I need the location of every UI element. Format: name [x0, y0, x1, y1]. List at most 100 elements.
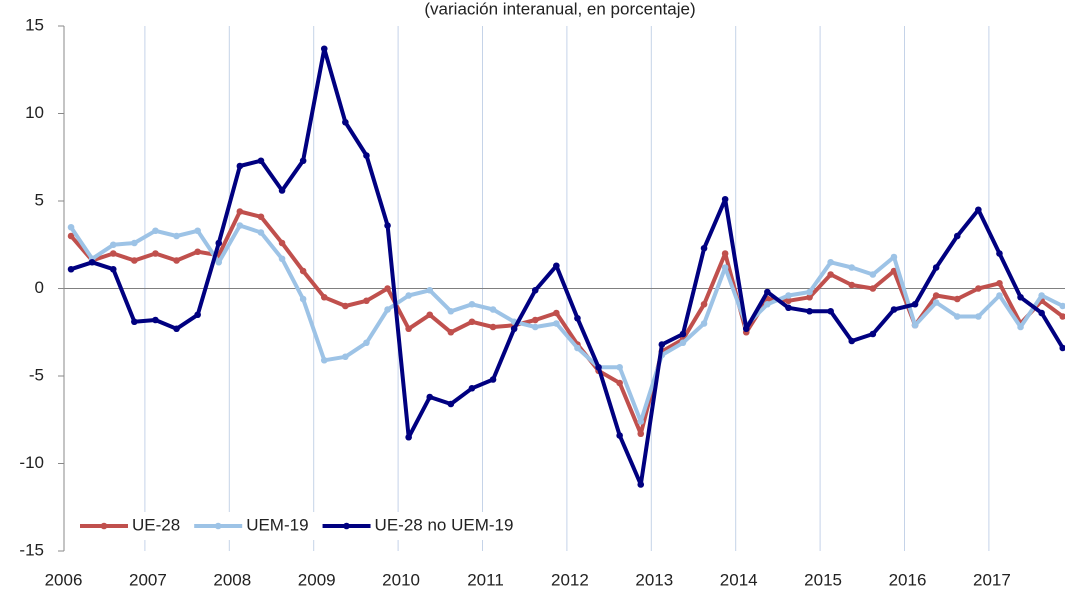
data-point — [637, 481, 645, 488]
data-point — [510, 325, 518, 333]
data-point — [764, 288, 771, 296]
data-point — [700, 244, 708, 252]
data-point — [236, 208, 244, 215]
data-point — [194, 311, 201, 319]
data-point — [553, 320, 560, 327]
data-point — [785, 304, 792, 312]
data-point — [932, 299, 940, 306]
data-point — [616, 432, 623, 439]
data-point — [700, 300, 708, 308]
series-line — [69, 223, 1064, 424]
data-point — [679, 339, 687, 347]
data-point — [953, 295, 961, 303]
x-tick-label: 2010 — [382, 570, 420, 589]
data-point — [806, 307, 813, 315]
data-point — [320, 293, 328, 301]
x-tick-label: 2014 — [720, 570, 758, 589]
data-point — [742, 325, 750, 333]
data-point — [320, 356, 328, 364]
data-point — [342, 118, 349, 126]
data-point — [426, 311, 434, 319]
data-point — [531, 286, 539, 294]
data-point — [363, 339, 370, 347]
data-point — [932, 264, 940, 271]
data-point — [426, 286, 434, 294]
data-point — [721, 195, 729, 203]
data-point — [890, 306, 898, 313]
x-tick-label: 2007 — [129, 570, 167, 589]
legend-marker — [214, 522, 222, 530]
data-point — [1017, 293, 1024, 301]
data-point — [194, 227, 201, 235]
data-point — [1059, 313, 1065, 320]
legend-background — [72, 512, 528, 540]
x-tick-label: 2015 — [804, 570, 842, 589]
legend: UE-28 UEM-19 UE-28 no UEM-19 — [72, 512, 528, 540]
data-point — [131, 318, 138, 326]
data-point — [975, 206, 982, 214]
series-line — [69, 209, 1064, 436]
y-tick-label: -15 — [19, 540, 44, 559]
data-point — [721, 264, 729, 271]
data-point — [342, 353, 349, 361]
data-point — [932, 292, 940, 299]
data-point — [700, 320, 708, 327]
data-point — [173, 257, 180, 264]
data-point — [109, 250, 117, 257]
y-tick-label: -10 — [19, 453, 44, 472]
data-point — [679, 330, 687, 338]
data-point — [890, 267, 898, 275]
x-tick-label: 2017 — [973, 570, 1011, 589]
x-tick-label: 2008 — [213, 570, 251, 589]
data-point — [405, 433, 412, 441]
data-point — [785, 292, 792, 299]
data-point — [806, 288, 813, 296]
data-point — [468, 318, 476, 326]
data-point — [152, 227, 159, 235]
legend-marker — [343, 522, 350, 530]
data-point — [299, 267, 307, 275]
data-point — [996, 292, 1003, 299]
data-point — [574, 314, 581, 322]
data-point — [806, 293, 813, 301]
data-point — [109, 265, 117, 273]
data-point — [447, 328, 455, 336]
data-point — [489, 323, 497, 331]
x-tick-label: 2011 — [467, 570, 504, 589]
data-point — [869, 285, 877, 292]
x-tick-label: 2006 — [45, 570, 83, 589]
data-point — [152, 250, 159, 257]
data-point — [215, 239, 223, 247]
data-point — [342, 302, 349, 310]
data-point — [215, 258, 223, 266]
data-point — [953, 232, 961, 240]
data-point — [109, 241, 117, 249]
data-point — [595, 363, 602, 371]
data-point — [426, 393, 434, 401]
data-point — [1038, 292, 1045, 299]
data-point — [384, 306, 391, 313]
y-tick-label: -5 — [29, 365, 44, 384]
data-point — [67, 223, 75, 231]
data-point — [257, 157, 265, 165]
data-point — [869, 271, 877, 278]
x-tick-label: 2016 — [889, 570, 927, 589]
data-point — [1017, 323, 1024, 331]
data-point — [257, 213, 265, 221]
data-point — [531, 323, 539, 331]
data-point — [278, 239, 286, 247]
data-point — [1059, 302, 1065, 310]
data-point — [236, 162, 244, 170]
data-point — [278, 255, 286, 263]
data-point — [531, 316, 539, 324]
data-point — [848, 337, 856, 345]
data-point — [637, 430, 645, 438]
data-point — [152, 316, 159, 324]
data-point — [384, 285, 391, 292]
chart-subtitle: (variación interanual, en porcentaje) — [424, 0, 695, 18]
data-point — [996, 279, 1003, 287]
data-point — [363, 152, 370, 159]
data-point — [911, 300, 919, 308]
data-point — [1059, 344, 1065, 352]
